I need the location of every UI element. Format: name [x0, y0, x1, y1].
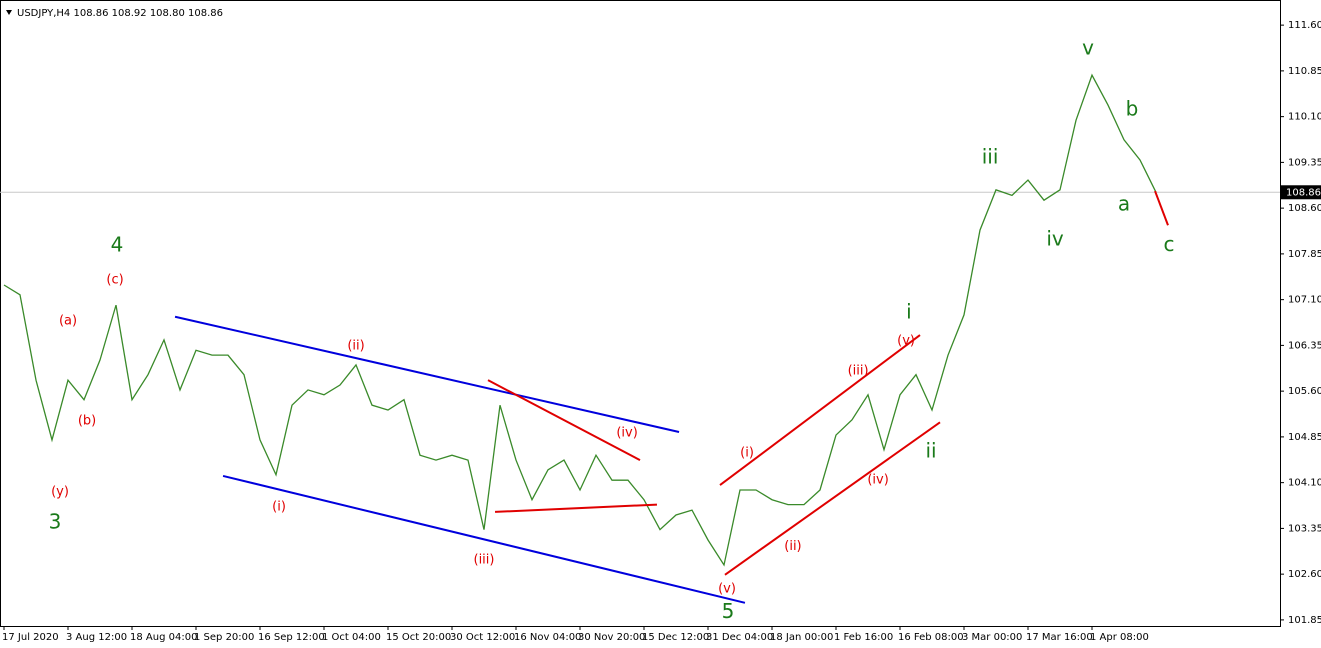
wave-label: (ii): [784, 539, 801, 554]
wave-label: b: [1126, 96, 1139, 120]
y-tick-label: 109.35: [1288, 157, 1321, 168]
wave-label: (i): [740, 445, 754, 460]
wave-label: (y): [51, 484, 69, 499]
y-tick-label: 110.85: [1288, 66, 1321, 77]
x-tick-label: 15 Oct 20:00: [386, 632, 451, 643]
y-tick-label: 103.35: [1288, 523, 1321, 534]
wave-label: v: [1082, 35, 1094, 59]
y-tick-label: 106.35: [1288, 340, 1321, 351]
trend-line: [174, 315, 680, 433]
wave-label: (b): [78, 414, 96, 429]
trend-line: [487, 379, 641, 461]
x-tick-label: 30 Oct 12:00: [450, 632, 515, 643]
wave-label: 4: [111, 232, 124, 256]
trend-line: [719, 334, 921, 486]
trend-line: [494, 503, 658, 513]
trend-line: [1154, 190, 1169, 226]
x-tick-label: 15 Dec 12:00: [642, 632, 709, 643]
x-tick-label: 30 Nov 20:00: [578, 632, 645, 643]
price-box: [1281, 185, 1321, 200]
x-tick-label: 1 Oct 04:00: [322, 632, 381, 643]
wave-label: iv: [1046, 226, 1064, 250]
wave-label: (iv): [616, 426, 637, 441]
y-tick-label: 101.85: [1288, 615, 1321, 626]
wave-label: 5: [722, 599, 735, 623]
y-tick-label: 110.10: [1288, 112, 1321, 123]
wave-label: (i): [272, 500, 286, 515]
wave-label: (iv): [867, 473, 888, 488]
wave-label: ii: [925, 439, 936, 463]
wave-label: (c): [106, 273, 123, 288]
y-tick-label: 108.60: [1288, 203, 1321, 214]
y-tick-label: 111.60: [1288, 20, 1321, 31]
wave-label: i: [906, 300, 912, 324]
price-label: 108.86: [1286, 187, 1321, 198]
wave-label: iii: [982, 145, 999, 169]
wave-label: (iii): [474, 553, 495, 568]
x-tick-label: 1 Apr 08:00: [1090, 632, 1149, 643]
x-tick-label: 1 Feb 16:00: [834, 632, 893, 643]
wave-label: c: [1163, 232, 1174, 256]
x-tick-label: 17 Jul 2020: [2, 632, 59, 643]
wave-label: a: [1118, 192, 1130, 216]
x-tick-label: 3 Mar 00:00: [962, 632, 1022, 643]
x-tick-label: 1 Sep 20:00: [194, 632, 254, 643]
x-tick-label: 18 Jan 00:00: [770, 632, 833, 643]
x-tick-label: 16 Feb 08:00: [898, 632, 964, 643]
y-tick-label: 104.10: [1288, 478, 1321, 489]
y-tick-label: 105.60: [1288, 386, 1321, 397]
trend-line: [222, 474, 746, 604]
chart-title: USDJPY,H4 108.86 108.92 108.80 108.86: [17, 8, 223, 19]
x-tick-label: 17 Mar 16:00: [1026, 632, 1093, 643]
plot-frame: [0, 0, 1281, 627]
wave-label: (ii): [347, 339, 364, 354]
wave-label: (a): [59, 313, 77, 328]
x-tick-label: 16 Nov 04:00: [514, 632, 581, 643]
y-tick-label: 107.10: [1288, 295, 1321, 306]
price-line-series: [3, 73, 1157, 567]
x-tick-label: 3 Aug 12:00: [66, 632, 127, 643]
x-tick-label: 16 Sep 12:00: [258, 632, 325, 643]
wave-label: (v): [897, 334, 915, 349]
x-tick-label: 18 Aug 04:00: [130, 632, 197, 643]
wave-label: (v): [718, 581, 736, 596]
wave-label: 3: [49, 509, 62, 533]
wave-label: (iii): [848, 364, 869, 379]
y-tick-label: 104.85: [1288, 432, 1321, 443]
x-tick-label: 31 Dec 04:00: [706, 632, 773, 643]
y-tick-label: 107.85: [1288, 249, 1321, 260]
trend-line: [724, 421, 941, 576]
menu-triangle[interactable]: [6, 10, 12, 15]
y-tick-label: 102.60: [1288, 569, 1321, 580]
